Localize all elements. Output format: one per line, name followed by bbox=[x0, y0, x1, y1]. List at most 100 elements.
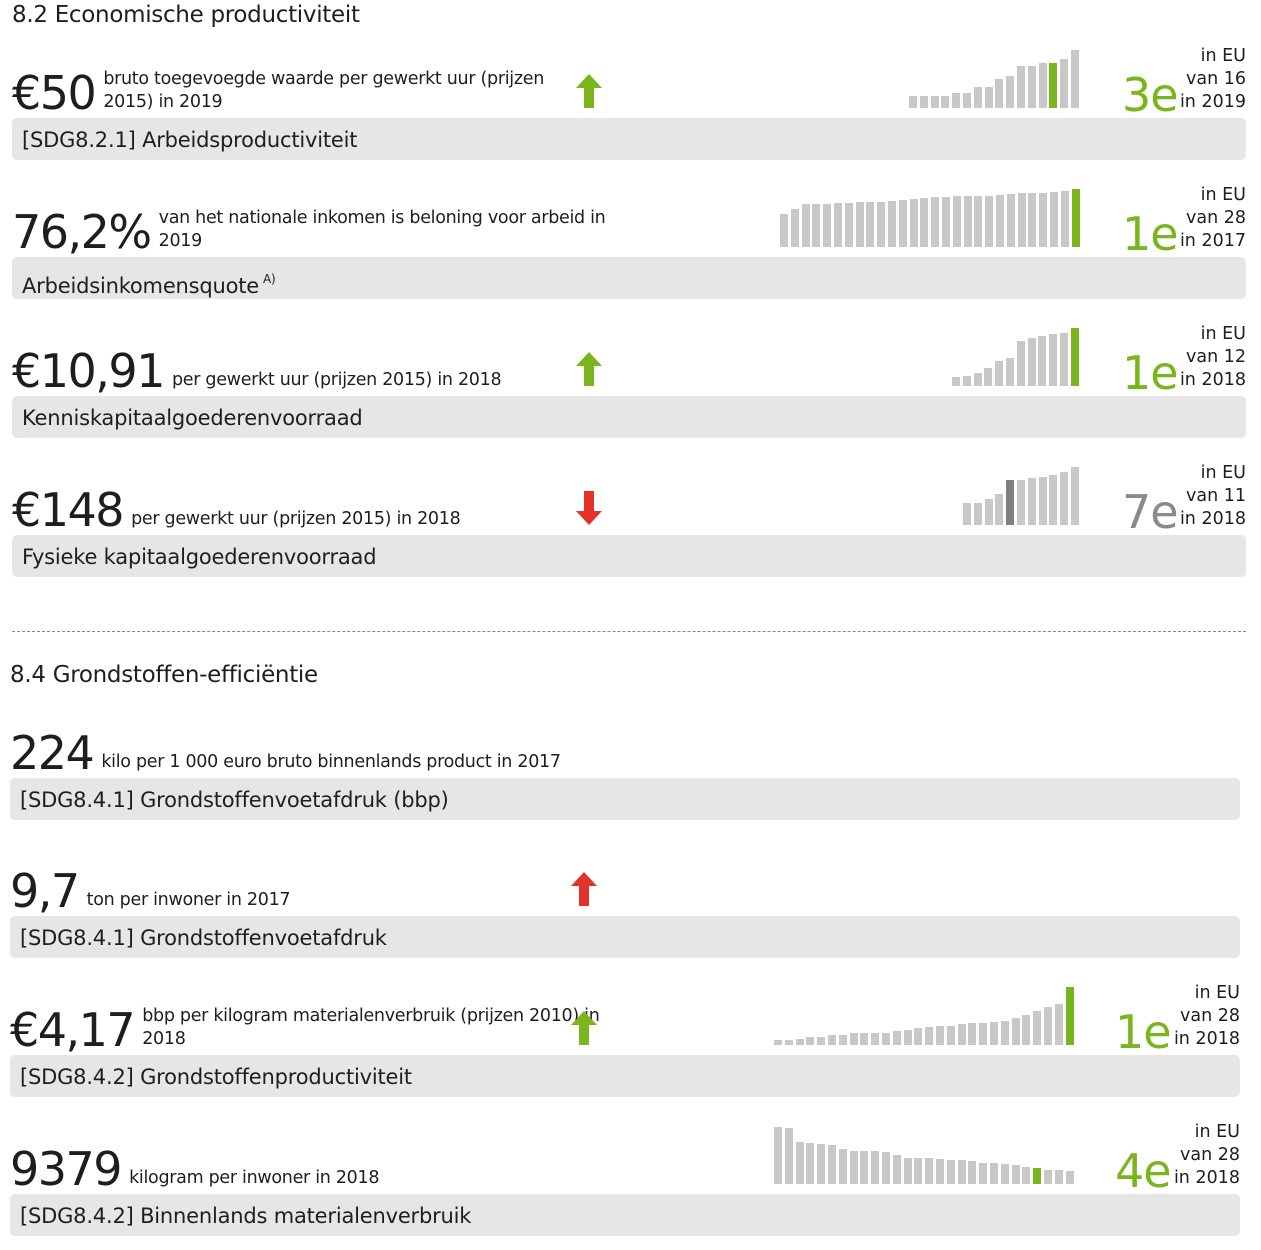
country-bar bbox=[784, 1040, 793, 1045]
country-bar bbox=[1011, 1165, 1020, 1184]
country-bar bbox=[1044, 1007, 1052, 1045]
country-bar bbox=[995, 79, 1004, 108]
country-bar bbox=[963, 93, 971, 108]
eu-rank: 1e bbox=[1122, 207, 1179, 261]
country-bar bbox=[1033, 1011, 1042, 1045]
country-bar bbox=[774, 1127, 782, 1184]
country-bar bbox=[1017, 193, 1026, 247]
country-bar bbox=[817, 1037, 826, 1045]
country-bar bbox=[995, 494, 1004, 525]
eu-rank: 1e bbox=[1115, 1005, 1172, 1059]
rank-context: in EU van 28 in 2017 bbox=[1179, 185, 1246, 251]
country-bar bbox=[1011, 1018, 1020, 1045]
country-bar bbox=[1006, 358, 1014, 386]
country-bar bbox=[1038, 477, 1047, 525]
country-bar bbox=[1071, 50, 1079, 108]
country-bar bbox=[1065, 1171, 1074, 1184]
country-bar bbox=[892, 1031, 901, 1045]
indicator-label: Kenniskapitaalgoederenvoorraad bbox=[12, 396, 1246, 438]
indicator-row: 9,7 ton per inwoner in 2017 [SDG8.4.1] Gro… bbox=[0, 843, 1261, 958]
country-bar bbox=[979, 1023, 988, 1045]
country-bar bbox=[963, 503, 971, 525]
country-bar bbox=[882, 1152, 890, 1184]
country-bar bbox=[984, 87, 993, 108]
country-bar bbox=[990, 1022, 998, 1045]
eu-ranking-chart bbox=[963, 465, 1082, 525]
rank-context: in EU van 28 in 2018 bbox=[1173, 983, 1240, 1049]
country-bar bbox=[860, 1151, 869, 1184]
country-bar bbox=[1000, 1021, 1009, 1045]
country-bar bbox=[946, 1160, 955, 1184]
country-bar bbox=[925, 1158, 934, 1184]
rank-context: in EU van 28 in 2018 bbox=[1173, 1122, 1240, 1188]
country-bar bbox=[957, 1160, 966, 1184]
country-bar bbox=[849, 1151, 858, 1184]
country-bar bbox=[1054, 1170, 1063, 1184]
country-bar bbox=[838, 1035, 847, 1045]
country-bar bbox=[828, 1145, 836, 1184]
country-bar bbox=[780, 214, 788, 247]
country-bar bbox=[963, 196, 972, 247]
country-bar bbox=[942, 197, 950, 247]
country-bar bbox=[952, 93, 961, 108]
country-bar bbox=[834, 203, 842, 247]
country-bar bbox=[898, 200, 907, 247]
indicator-label: Arbeidsinkomensquote A) bbox=[12, 257, 1246, 299]
country-bar bbox=[1000, 1164, 1009, 1184]
rank-context: in EU van 12 in 2018 bbox=[1179, 324, 1246, 390]
country-bar bbox=[936, 1159, 944, 1184]
eu-ranking-chart bbox=[774, 1124, 1076, 1184]
indicator-label: [SDG8.4.1] Grondstoffenvoetafdruk (bbp) bbox=[10, 778, 1240, 820]
country-bar bbox=[1060, 472, 1069, 525]
trend-up-arrow-icon bbox=[571, 1011, 597, 1045]
indicator-row: 9379 kilogram per inwoner in 2018 4e in EU v… bbox=[0, 1121, 1261, 1236]
indicator-description: bbp per kilogram materialenverbruik (pri… bbox=[142, 1006, 600, 1049]
country-bar bbox=[1027, 338, 1036, 386]
indicator-row: €50 bruto toegevoegde waarde per gewerkt … bbox=[0, 45, 1261, 160]
country-bar bbox=[849, 1033, 858, 1045]
indicator-value: 9379 bbox=[10, 1142, 123, 1196]
country-bar bbox=[946, 1026, 955, 1045]
country-bar bbox=[1016, 341, 1025, 386]
country-bar bbox=[860, 1033, 869, 1045]
country-bar bbox=[892, 1155, 901, 1184]
country-bar bbox=[979, 1163, 988, 1184]
country-bar bbox=[985, 196, 994, 247]
country-bar bbox=[973, 87, 982, 108]
country-bar bbox=[925, 1027, 934, 1045]
indicator-description: kilo per 1 000 euro bruto binnenlands pr… bbox=[101, 752, 561, 772]
country-bar bbox=[1027, 478, 1036, 525]
netherlands-bar bbox=[1070, 328, 1079, 386]
country-bar bbox=[903, 1158, 912, 1184]
country-bar bbox=[812, 204, 821, 247]
section-title: 8.4 Grondstoffen-efficiëntie bbox=[10, 662, 318, 688]
indicator-row: 76,2% van het nationale inkomen is beloni… bbox=[0, 184, 1261, 299]
country-bar bbox=[795, 1142, 804, 1184]
country-bar bbox=[1038, 336, 1047, 386]
country-bar bbox=[801, 204, 810, 247]
footnote-marker: A) bbox=[263, 272, 276, 286]
indicator-row: €148 per gewerkt uur (prijzen 2015) in 20… bbox=[0, 462, 1261, 577]
indicator-description: bruto toegevoegde waarde per gewerkt uur… bbox=[103, 69, 544, 112]
indicator-label: [SDG8.2.1] Arbeidsproductiviteit bbox=[12, 118, 1246, 160]
country-bar bbox=[936, 1026, 944, 1045]
trend-up-arrow-icon bbox=[576, 352, 602, 386]
country-bar bbox=[974, 196, 983, 247]
country-bar bbox=[871, 1151, 880, 1184]
netherlands-bar bbox=[1006, 480, 1015, 525]
indicator-description: ton per inwoner in 2017 bbox=[86, 890, 291, 910]
rank-context: in EU van 11 in 2018 bbox=[1179, 463, 1246, 529]
country-bar bbox=[962, 376, 971, 386]
eu-rank: 1e bbox=[1122, 346, 1179, 400]
country-bar bbox=[1006, 194, 1015, 247]
country-bar bbox=[1017, 66, 1025, 108]
country-bar bbox=[984, 499, 993, 525]
country-bar bbox=[1049, 475, 1058, 525]
indicator-value: €50 bbox=[12, 66, 97, 120]
country-bar bbox=[903, 1030, 912, 1045]
country-bar bbox=[817, 1144, 826, 1184]
eu-rank: 3e bbox=[1122, 68, 1179, 122]
indicator-description: kilogram per inwoner in 2018 bbox=[129, 1168, 380, 1188]
indicator-value: €148 bbox=[12, 483, 125, 537]
trend-up-arrow-icon bbox=[571, 872, 597, 906]
